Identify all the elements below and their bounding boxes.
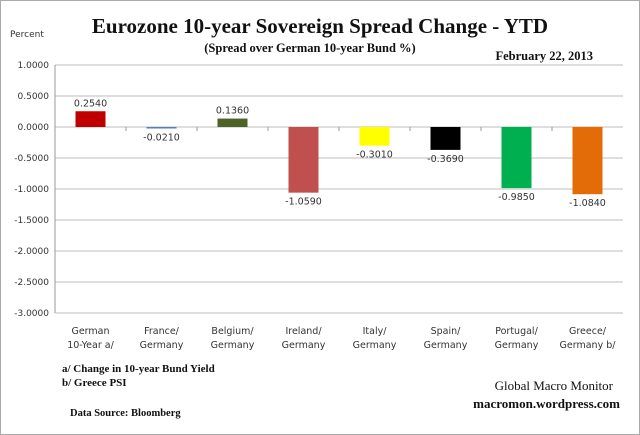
x-tick-label: Portugal/ — [495, 326, 538, 337]
branding-url: macromon.wordpress.com — [473, 396, 620, 411]
bar — [217, 118, 248, 127]
y-tick-label: -0.5000 — [14, 154, 49, 164]
data-source: Data Source: Bloomberg — [70, 408, 181, 419]
bar — [572, 127, 603, 195]
chart-date: February 22, 2013 — [495, 49, 593, 63]
chart-subtitle: (Spread over German 10-year Bund %) — [204, 41, 415, 55]
x-tick-label: Germany b/ — [560, 340, 617, 351]
x-tick-label: German — [71, 326, 109, 337]
data-label: -0.3010 — [356, 150, 393, 161]
note-b: b/ Greece PSI — [62, 377, 127, 389]
bar — [359, 127, 390, 146]
data-label: -1.0840 — [569, 198, 606, 209]
x-tick-label: France/ — [144, 326, 180, 337]
x-tick-label: Germany — [353, 340, 397, 351]
x-tick-label: Spain/ — [431, 326, 462, 337]
y-tick-label: -1.5000 — [14, 216, 49, 226]
y-tick-label: -2.0000 — [14, 247, 49, 257]
x-tick-label: Germany — [495, 340, 539, 351]
bar — [501, 127, 532, 189]
y-tick-label: 0.0000 — [18, 123, 50, 133]
y-tick-label: 0.5000 — [18, 92, 50, 102]
y-tick-label: 1.0000 — [18, 61, 50, 71]
bar — [430, 127, 461, 150]
x-tick-label: Germany — [282, 340, 326, 351]
y-tick-label: -3.0000 — [14, 309, 49, 319]
x-tick-label: Greece/ — [569, 326, 607, 337]
chart-title: Eurozone 10-year Sovereign Spread Change… — [92, 14, 548, 38]
bar — [146, 127, 177, 129]
x-tick-label: Germany — [211, 340, 255, 351]
data-label: -1.0590 — [285, 197, 322, 208]
data-label: 0.2540 — [74, 98, 107, 109]
x-tick-label: Belgium/ — [211, 326, 254, 337]
x-tick-label: Germany — [140, 340, 184, 351]
x-tick-label: Italy/ — [363, 326, 388, 337]
note-a: a/ Change in 10-year Bund Yield — [62, 363, 215, 375]
y-axis-label: Percent — [10, 30, 44, 40]
bar — [288, 127, 319, 193]
data-label: 0.1360 — [216, 106, 249, 117]
bar — [75, 111, 106, 127]
branding-name: Global Macro Monitor — [495, 378, 614, 393]
y-tick-label: -1.0000 — [14, 185, 49, 195]
x-tick-label: Germany — [424, 340, 468, 351]
data-label: -0.9850 — [498, 192, 535, 203]
data-label: -0.3690 — [427, 154, 464, 165]
x-tick-label: Ireland/ — [285, 326, 322, 337]
x-tick-label: 10-Year a/ — [67, 340, 114, 351]
y-tick-label: -2.5000 — [14, 278, 49, 288]
data-label: -0.0210 — [143, 132, 180, 143]
